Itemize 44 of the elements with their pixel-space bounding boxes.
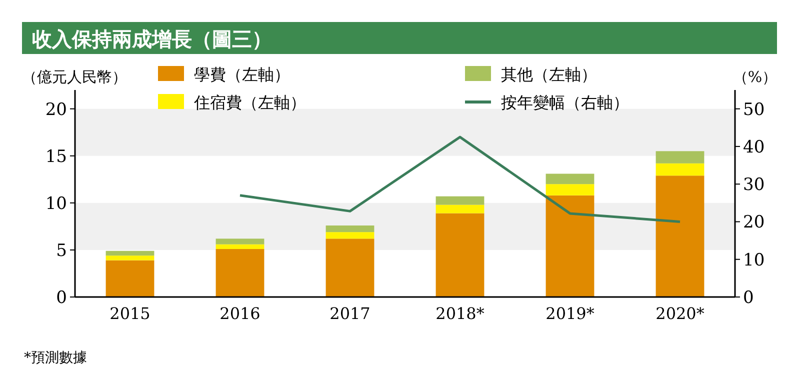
bar xyxy=(656,176,704,297)
bar xyxy=(656,163,704,176)
bar xyxy=(546,174,594,184)
y2-tick-label: 30 xyxy=(743,175,765,196)
legend-label: 按年變幅（右軸） xyxy=(501,93,629,112)
bar xyxy=(106,256,154,260)
x-tick-label: 2020* xyxy=(656,304,704,323)
legend-label: 其他（左軸） xyxy=(501,65,597,84)
x-tick-label: 2018* xyxy=(436,304,484,323)
text: *預測數據 xyxy=(24,350,87,366)
y2-axis-title: （%） xyxy=(732,68,778,86)
x-tick-label: 2017 xyxy=(330,304,370,323)
bar xyxy=(326,225,374,232)
bar xyxy=(216,244,264,250)
y2-tick-label: 40 xyxy=(743,137,765,158)
x-tick-label: 2016 xyxy=(220,304,260,323)
bar xyxy=(106,260,154,297)
y-tick-label: 10 xyxy=(45,194,67,214)
y-tick-label: 0 xyxy=(56,288,67,308)
bar xyxy=(546,184,594,196)
y2-tick-label: 10 xyxy=(743,250,765,270)
y2-tick-label: 0 xyxy=(743,288,754,308)
x-tick-label: 2019* xyxy=(546,304,594,323)
y-tick-label: 15 xyxy=(45,146,67,167)
y-tick-label: 20 xyxy=(45,100,67,120)
bar xyxy=(436,196,484,205)
bar xyxy=(106,250,154,256)
legend-label: 住宿費（左軸） xyxy=(193,93,306,112)
bar xyxy=(216,238,264,244)
y2-tick-label: 50 xyxy=(743,100,765,120)
chart-title: 收入保持兩成增長（圖三） xyxy=(32,27,272,51)
bar xyxy=(326,238,374,297)
bar xyxy=(216,249,264,297)
line-series xyxy=(238,136,682,223)
y-axis-title: （億元人民幣） xyxy=(22,68,127,86)
legend-label: 學費（左軸） xyxy=(194,65,290,84)
bar xyxy=(546,195,594,297)
bar xyxy=(436,204,484,214)
bar xyxy=(436,213,484,297)
bar xyxy=(326,232,374,239)
y-tick-label: 5 xyxy=(56,240,67,261)
bar xyxy=(656,151,704,164)
y2-tick-label: 20 xyxy=(743,212,765,233)
x-tick-label: 2015 xyxy=(110,304,150,323)
